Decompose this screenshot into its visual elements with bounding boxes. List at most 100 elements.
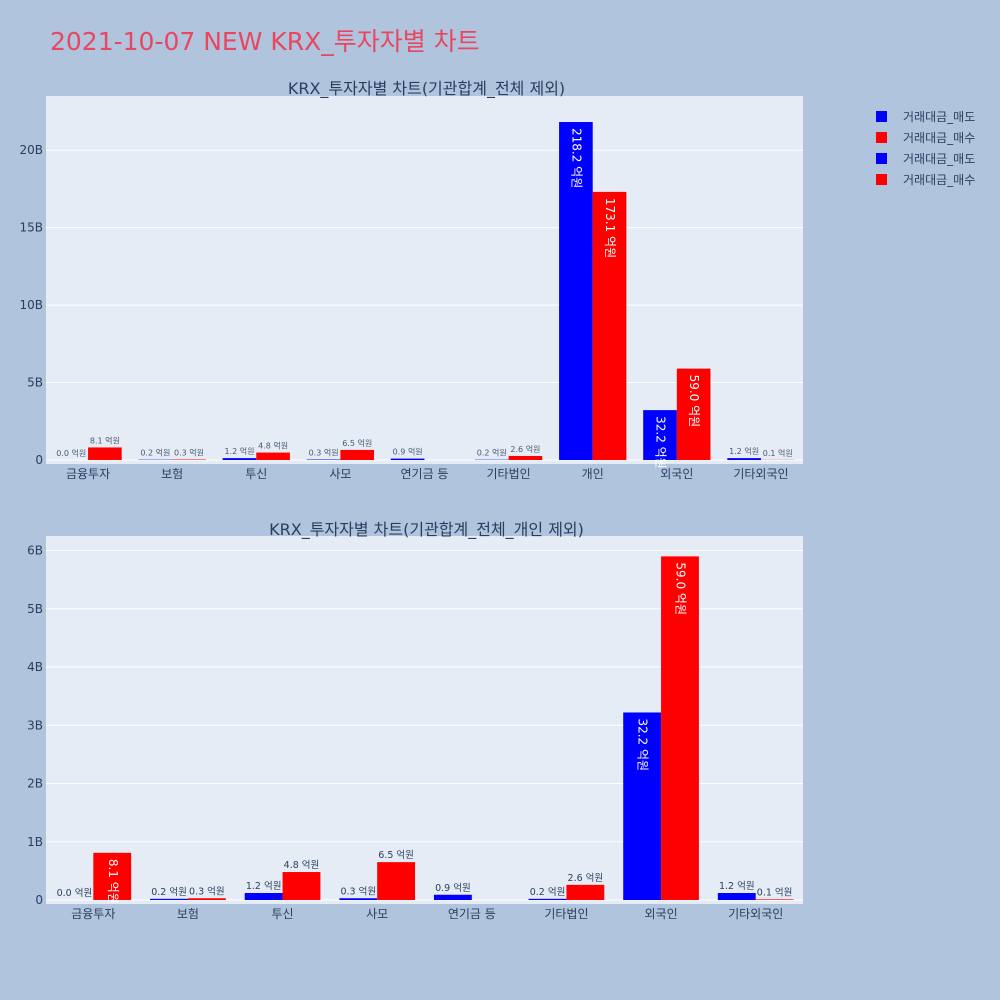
y-tick-label: 3B	[27, 718, 43, 732]
legend-label: 거래대금_매수	[903, 131, 976, 145]
bar-sell	[390, 458, 425, 460]
legend-label: 거래대금_매도	[903, 110, 976, 124]
data-label: 0.2 억원	[477, 448, 507, 458]
bar-sell	[433, 894, 472, 900]
data-label: 1.2 억원	[729, 446, 759, 456]
data-label: 0.3 억원	[189, 885, 225, 897]
data-label: 0.1 억원	[757, 886, 793, 898]
bar-sell	[528, 898, 567, 900]
x-tick-label: 보험	[161, 467, 183, 481]
data-label: 59.0 억원	[673, 562, 687, 615]
x-tick-label: 기타외국인	[728, 907, 783, 921]
bar-buy	[676, 368, 711, 460]
bar-sell	[727, 458, 761, 460]
data-label: 0.9 억원	[435, 882, 471, 894]
bar-buy	[508, 455, 543, 460]
y-tick-label: 5B	[27, 376, 43, 390]
data-label: 4.8 억원	[284, 859, 320, 871]
data-label: 1.2 억원	[246, 880, 282, 892]
legend-label: 거래대금_매도	[903, 152, 976, 166]
data-label: 0.0 억원	[57, 887, 93, 899]
y-tick-label: 2B	[27, 777, 43, 791]
legend-item[interactable]: 거래대금_매도	[876, 148, 975, 169]
bar-sell	[643, 410, 677, 460]
y-tick-label: 20B	[19, 143, 43, 157]
x-tick-label: 금융투자	[71, 907, 115, 921]
chart-2: 0 1B 2B 3B 4B 5B 6B KRX_투자자별 차트(기관합계_전체_개인 제외) 0…	[27, 520, 803, 921]
y-tick-label: 0	[35, 453, 43, 467]
legend-swatch-buy	[876, 174, 887, 185]
bar-sell	[559, 122, 593, 460]
x-tick-label: 금융투자	[66, 467, 110, 481]
bar-buy	[661, 556, 699, 900]
data-label: 0.1 억원	[763, 448, 793, 458]
bar-buy	[282, 872, 321, 900]
data-label: 218.2 억원	[569, 128, 583, 188]
y-tick-label: 1B	[27, 835, 43, 849]
data-label: 59.0 억원	[687, 375, 701, 428]
x-tick-label: 연기금 등	[401, 467, 449, 481]
data-label: 2.6 억원	[510, 444, 540, 454]
data-label: 0.3 억원	[340, 885, 376, 897]
data-label: 0.2 억원	[140, 448, 170, 458]
chart-1: 0 5B 10B 15B 20B KRX_투자자별 차트(기관합계_전체 제외) 0.0 억…	[19, 79, 803, 481]
chart-title: KRX_투자자별 차트(기관합계_전체 제외)	[288, 79, 565, 99]
chart-title: KRX_투자자별 차트(기관합계_전체_개인 제외)	[269, 520, 584, 540]
x-tick-label: 외국인	[660, 467, 693, 481]
bar-buy	[88, 447, 122, 460]
y-tick-label: 15B	[19, 221, 43, 235]
bar-buy	[377, 862, 416, 900]
data-label: 8.1 억원	[106, 859, 120, 904]
data-label: 0.9 억원	[393, 447, 423, 457]
x-tick-label: 기타법인	[544, 907, 588, 921]
bar-sell	[244, 893, 283, 900]
legend: 거래대금_매도 거래대금_매수 거래대금_매도 거래대금_매수	[876, 106, 975, 190]
bar-buy	[755, 899, 794, 900]
x-tick-label: 연기금 등	[448, 907, 496, 921]
bar-sell	[222, 458, 257, 460]
y-tick-label: 6B	[27, 544, 43, 558]
bar-sell	[623, 712, 662, 900]
legend-swatch-sell	[876, 153, 887, 164]
data-label: 0.3 억원	[174, 448, 204, 458]
legend-swatch-sell	[876, 111, 887, 122]
legend-swatch-buy	[876, 132, 887, 143]
data-label: 2.6 억원	[568, 872, 604, 884]
data-label: 1.2 억원	[719, 880, 755, 892]
data-label: 32.2 억원	[636, 718, 650, 771]
bar-buy	[566, 884, 605, 900]
x-tick-label: 개인	[582, 467, 604, 481]
data-label: 0.2 억원	[530, 886, 566, 898]
data-label: 4.8 억원	[258, 441, 288, 451]
bar-sell	[717, 893, 756, 900]
x-tick-label: 투신	[245, 467, 267, 481]
x-tick-label: 사모	[329, 467, 351, 481]
x-tick-label: 보험	[177, 907, 199, 921]
bar-sell	[339, 898, 378, 900]
x-tick-label: 사모	[366, 907, 388, 921]
bar-sell	[150, 898, 188, 900]
data-label: 1.2 억원	[224, 446, 254, 456]
legend-item[interactable]: 거래대금_매도	[876, 106, 975, 127]
page-title: 2021-10-07 NEW KRX_투자자별 차트	[50, 27, 480, 56]
data-label: 8.1 억원	[90, 435, 120, 445]
y-tick-label: 10B	[19, 298, 43, 312]
data-label: 0.2 억원	[151, 886, 187, 898]
x-tick-label: 기타법인	[487, 467, 531, 481]
bar-buy	[187, 898, 226, 900]
legend-item[interactable]: 거래대금_매수	[876, 169, 975, 190]
y-tick-label: 0	[35, 893, 43, 907]
data-label: 0.3 억원	[309, 448, 339, 458]
x-tick-label: 투신	[272, 907, 294, 921]
data-label: 32.2 억원	[654, 416, 668, 469]
bar-buy	[592, 191, 627, 460]
y-tick-label: 4B	[27, 660, 43, 674]
data-label: 173.1 억원	[603, 198, 617, 258]
data-label: 0.0 억원	[56, 448, 86, 458]
legend-label: 거래대금_매수	[903, 173, 976, 187]
x-tick-label: 기타외국인	[733, 467, 788, 481]
legend-item[interactable]: 거래대금_매수	[876, 127, 975, 148]
bar-buy	[93, 852, 132, 900]
bar-buy	[340, 449, 375, 460]
